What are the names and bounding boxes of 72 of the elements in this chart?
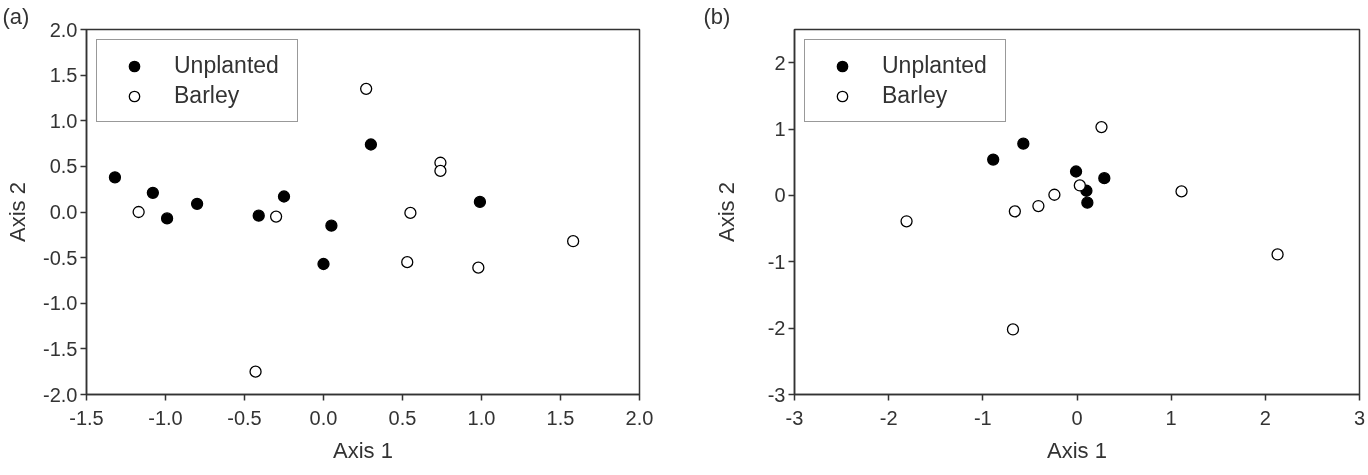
x-axis-title: Axis 1 <box>333 437 393 463</box>
point <box>190 197 204 210</box>
x-tick-label: -1 <box>973 406 992 429</box>
legend-label: Unplanted <box>174 52 280 79</box>
y-tick-label: 2.0 <box>49 18 78 41</box>
point <box>364 138 378 151</box>
point <box>404 206 417 220</box>
y-tick-label: 0 <box>774 184 786 207</box>
y-tick-label: 1.5 <box>49 64 78 87</box>
point <box>1006 323 1020 336</box>
point <box>566 235 580 248</box>
legend-label: Barley <box>882 82 949 109</box>
x-axis-title: Axis 1 <box>1047 437 1107 463</box>
y-tick-label: -2 <box>767 317 786 340</box>
y-axis-title: Axis 2 <box>713 182 739 242</box>
point <box>269 210 283 223</box>
x-tick-label: 1.5 <box>546 406 575 429</box>
point <box>160 212 174 225</box>
point <box>472 261 485 274</box>
y-tick-label: -0.5 <box>43 246 78 269</box>
x-tick-label: 2 <box>1259 406 1271 429</box>
chart-title: (b) <box>703 3 731 29</box>
point <box>473 195 487 209</box>
point <box>132 205 145 219</box>
point <box>146 186 160 199</box>
point <box>1073 179 1086 192</box>
point <box>360 82 373 95</box>
chart-title: (a) <box>2 3 30 29</box>
point <box>1095 120 1108 134</box>
x-tick-label: 1 <box>1165 406 1177 429</box>
x-tick-label: 0.0 <box>309 406 338 429</box>
x-tick-label: -2 <box>879 406 898 429</box>
x-tick-label: 0.5 <box>388 406 417 429</box>
x-tick-label: -0.5 <box>227 406 262 429</box>
point <box>1008 205 1021 218</box>
point <box>900 215 913 228</box>
y-tick-label: -1.0 <box>43 292 78 315</box>
point <box>317 257 330 271</box>
point <box>1098 172 1111 185</box>
y-tick-label: 0.0 <box>49 201 78 223</box>
point <box>325 219 338 232</box>
point <box>1032 199 1045 213</box>
point <box>252 209 265 222</box>
point <box>434 164 447 178</box>
point <box>401 256 414 269</box>
y-tick-label: -2.0 <box>43 383 78 406</box>
x-tick-label: 0 <box>1071 406 1083 429</box>
point <box>108 171 122 184</box>
x-tick-label: 2.0 <box>625 406 654 429</box>
point <box>1048 188 1061 201</box>
point <box>1081 196 1094 209</box>
point <box>1271 248 1284 261</box>
point <box>1069 165 1083 178</box>
x-tick-label: 1.0 <box>467 406 496 429</box>
y-tick-label: -1 <box>767 250 786 273</box>
point <box>1017 137 1030 150</box>
x-tick-label: 3 <box>1353 406 1366 429</box>
x-tick-label: -1.5 <box>69 406 104 429</box>
y-axis-title: Axis 2 <box>5 182 31 242</box>
legend-label: Barley <box>174 82 241 109</box>
point <box>249 365 262 378</box>
legend-label: Unplanted <box>882 52 988 79</box>
y-tick-label: -3 <box>767 383 786 406</box>
x-tick-label: -1.0 <box>148 406 183 429</box>
y-tick-label: 1 <box>774 118 786 141</box>
point <box>987 153 1000 166</box>
y-tick-label: 2 <box>774 51 786 74</box>
point <box>277 190 291 203</box>
y-tick-label: 0.5 <box>49 155 78 178</box>
y-tick-label: -1.5 <box>43 337 78 360</box>
point <box>1175 185 1188 198</box>
y-tick-label: 1.0 <box>49 109 78 132</box>
